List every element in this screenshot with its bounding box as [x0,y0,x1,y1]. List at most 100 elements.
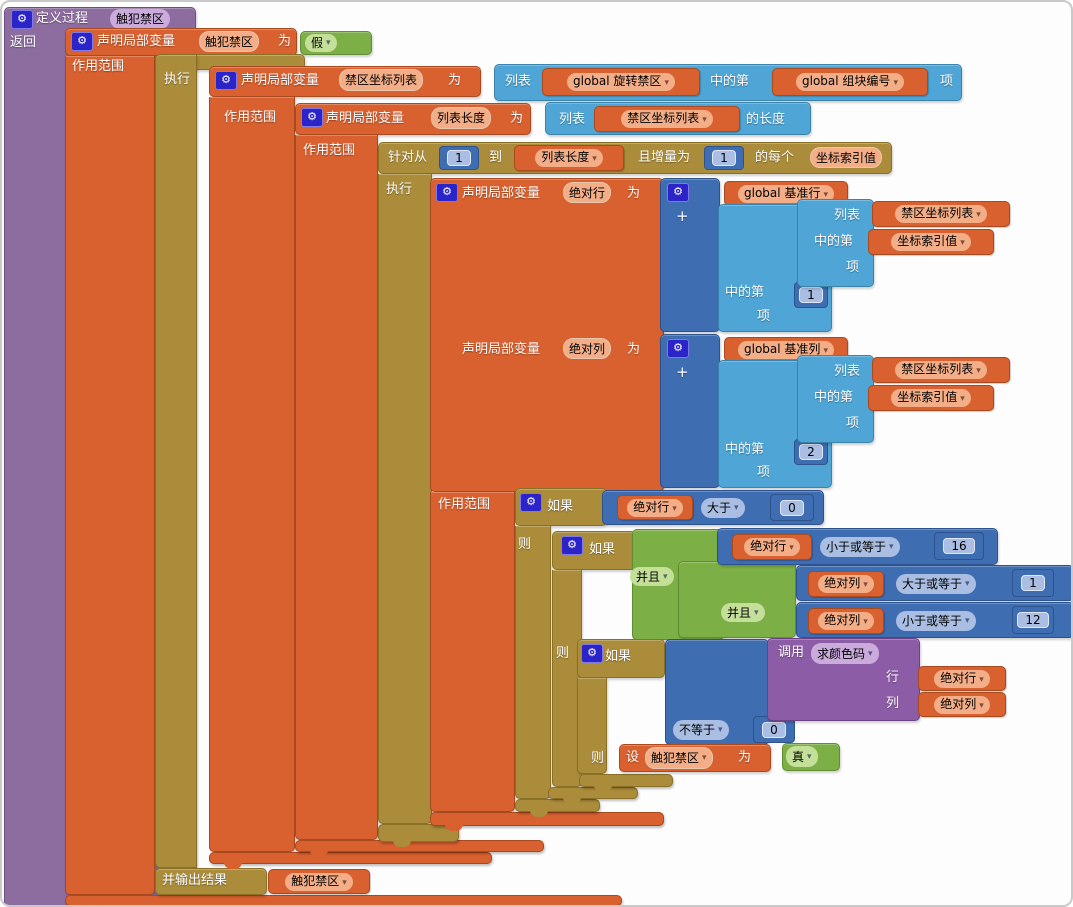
local-var-name-field[interactable]: 触犯禁区 [199,31,260,52]
mutator-gear-icon[interactable] [581,644,603,663]
for-each-label: 的每个 [755,150,795,165]
local-var-name-field[interactable]: 绝对列 [563,338,612,359]
var-getter-dropdown[interactable]: global 基准列 [738,340,834,359]
local-var-name-field[interactable]: 绝对行 [563,182,612,203]
var-getter-block[interactable]: global 组块编号 [772,68,928,96]
declare-zone-list-spine [209,97,295,852]
math-add-block[interactable] [660,334,720,488]
var-getter-block[interactable]: 禁区坐标列表 [594,106,740,132]
index-label: 中的第 [725,285,765,300]
declare-abs-spine [430,492,515,812]
number-field[interactable]: 0 [762,721,786,738]
mutator-gear-icon[interactable] [436,183,458,202]
var-getter-dropdown[interactable]: global 组块编号 [796,73,904,91]
var-getter-block[interactable]: 绝对列 [918,692,1006,717]
if-label: 如果 [547,499,574,514]
return-label: 返回 [10,35,37,50]
var-getter-dropdown[interactable]: 禁区坐标列表 [621,110,713,128]
do-result-output-row[interactable] [155,868,267,895]
mutator-gear-icon[interactable] [71,32,93,51]
list-label: 列表 [505,74,532,89]
var-getter-block[interactable]: 禁区坐标列表 [872,357,1010,383]
select-list-item-block-inner[interactable] [797,355,874,443]
var-getter-dropdown[interactable]: 绝对行 [627,498,683,517]
number-block[interactable]: 1 [704,146,744,170]
declare-keyword-label: 声明局部变量 [241,73,320,88]
number-field[interactable]: 1 [1021,575,1045,591]
number-field[interactable]: 16 [943,538,975,554]
compare-op-dropdown[interactable]: 大于或等于 [896,574,976,594]
set-var-dropdown[interactable]: 触犯禁区 [645,747,713,769]
and-operator-dropdown[interactable]: 并且 [630,567,674,586]
item-label: 项 [757,309,771,324]
var-getter-dropdown[interactable]: 绝对行 [934,669,990,688]
var-getter-block[interactable]: 绝对列 [808,571,884,597]
index-label: 中的第 [725,442,765,457]
mutator-gear-icon[interactable] [667,339,689,358]
number-field[interactable]: 2 [799,444,823,460]
number-block[interactable]: 16 [934,532,984,560]
var-getter-block[interactable]: 列表长度 [514,145,624,171]
var-getter-dropdown[interactable]: 禁区坐标列表 [895,205,987,223]
declare-abs-block[interactable] [430,178,664,492]
compare-op-dropdown[interactable]: 大于 [701,498,745,518]
compare-op-dropdown[interactable]: 小于或等于 [820,537,900,557]
select-list-item-block-inner[interactable] [797,199,874,287]
loop-index-field[interactable]: 坐标索引值 [810,147,883,168]
var-getter-dropdown[interactable]: 绝对列 [818,575,874,593]
list-label: 列表 [834,208,861,223]
declare-length-block[interactable] [295,103,531,135]
compare-op-dropdown[interactable]: 不等于 [673,720,729,740]
number-field[interactable]: 0 [780,499,804,516]
var-getter-block[interactable]: 触犯禁区 [268,869,370,894]
number-block[interactable]: 1 [1012,569,1054,597]
number-block[interactable]: 2 [794,439,828,465]
var-getter-dropdown[interactable]: 绝对行 [744,538,800,556]
var-getter-block[interactable]: 绝对行 [617,495,693,520]
var-getter-block[interactable]: 坐标索引值 [868,385,994,411]
proc-name-field[interactable]: 触犯禁区 [110,9,171,29]
var-getter-dropdown[interactable]: global 基准行 [738,184,834,203]
length-suffix-label: 的长度 [746,112,786,127]
as-label: 为 [278,34,292,49]
number-block[interactable]: 0 [770,494,814,521]
var-getter-block[interactable]: 坐标索引值 [868,229,994,255]
var-getter-block[interactable]: 绝对列 [808,608,884,634]
number-field[interactable]: 12 [1017,612,1049,628]
call-proc-name-dropdown[interactable]: 求颜色码 [811,643,879,664]
and-operator-dropdown[interactable]: 并且 [721,603,765,622]
number-block[interactable]: 1 [439,146,479,170]
mutator-gear-icon[interactable] [301,108,323,127]
var-getter-dropdown[interactable]: global 旋转禁区 [567,73,675,91]
var-getter-dropdown[interactable]: 坐标索引值 [891,389,971,407]
var-getter-dropdown[interactable]: 绝对列 [934,695,990,714]
mutator-gear-icon[interactable] [215,71,237,90]
number-field[interactable]: 1 [447,150,471,166]
var-getter-dropdown[interactable]: 坐标索引值 [891,233,971,251]
mutator-gear-icon[interactable] [11,10,33,29]
var-getter-dropdown[interactable]: 禁区坐标列表 [895,361,987,379]
var-getter-dropdown[interactable]: 列表长度 [535,149,603,167]
if-block-2-bottom-lip [548,787,638,804]
math-add-block[interactable] [660,178,720,332]
local-var-name-field[interactable]: 列表长度 [431,107,492,129]
if-block-1-spine [515,526,551,799]
true-dropdown[interactable]: 真 [786,746,818,767]
var-getter-block[interactable]: 绝对行 [918,666,1006,691]
number-field[interactable]: 1 [799,287,823,303]
mutator-gear-icon[interactable] [561,536,583,555]
logic-and-block-inner[interactable] [678,561,796,638]
number-block[interactable]: 12 [1012,606,1054,634]
number-field[interactable]: 1 [712,150,736,166]
local-var-name-field[interactable]: 禁区坐标列表 [339,69,424,91]
var-getter-dropdown[interactable]: 绝对列 [818,612,874,630]
compare-op-dropdown[interactable]: 小于或等于 [896,611,976,631]
mutator-gear-icon[interactable] [520,493,542,512]
var-getter-block[interactable]: 绝对行 [732,534,812,560]
var-getter-dropdown[interactable]: 触犯禁区 [285,872,353,891]
var-getter-block[interactable]: global 旋转禁区 [542,68,700,96]
var-getter-block[interactable]: 禁区坐标列表 [872,201,1010,227]
mutator-gear-icon[interactable] [667,183,689,202]
false-dropdown[interactable]: 假 [305,34,337,52]
